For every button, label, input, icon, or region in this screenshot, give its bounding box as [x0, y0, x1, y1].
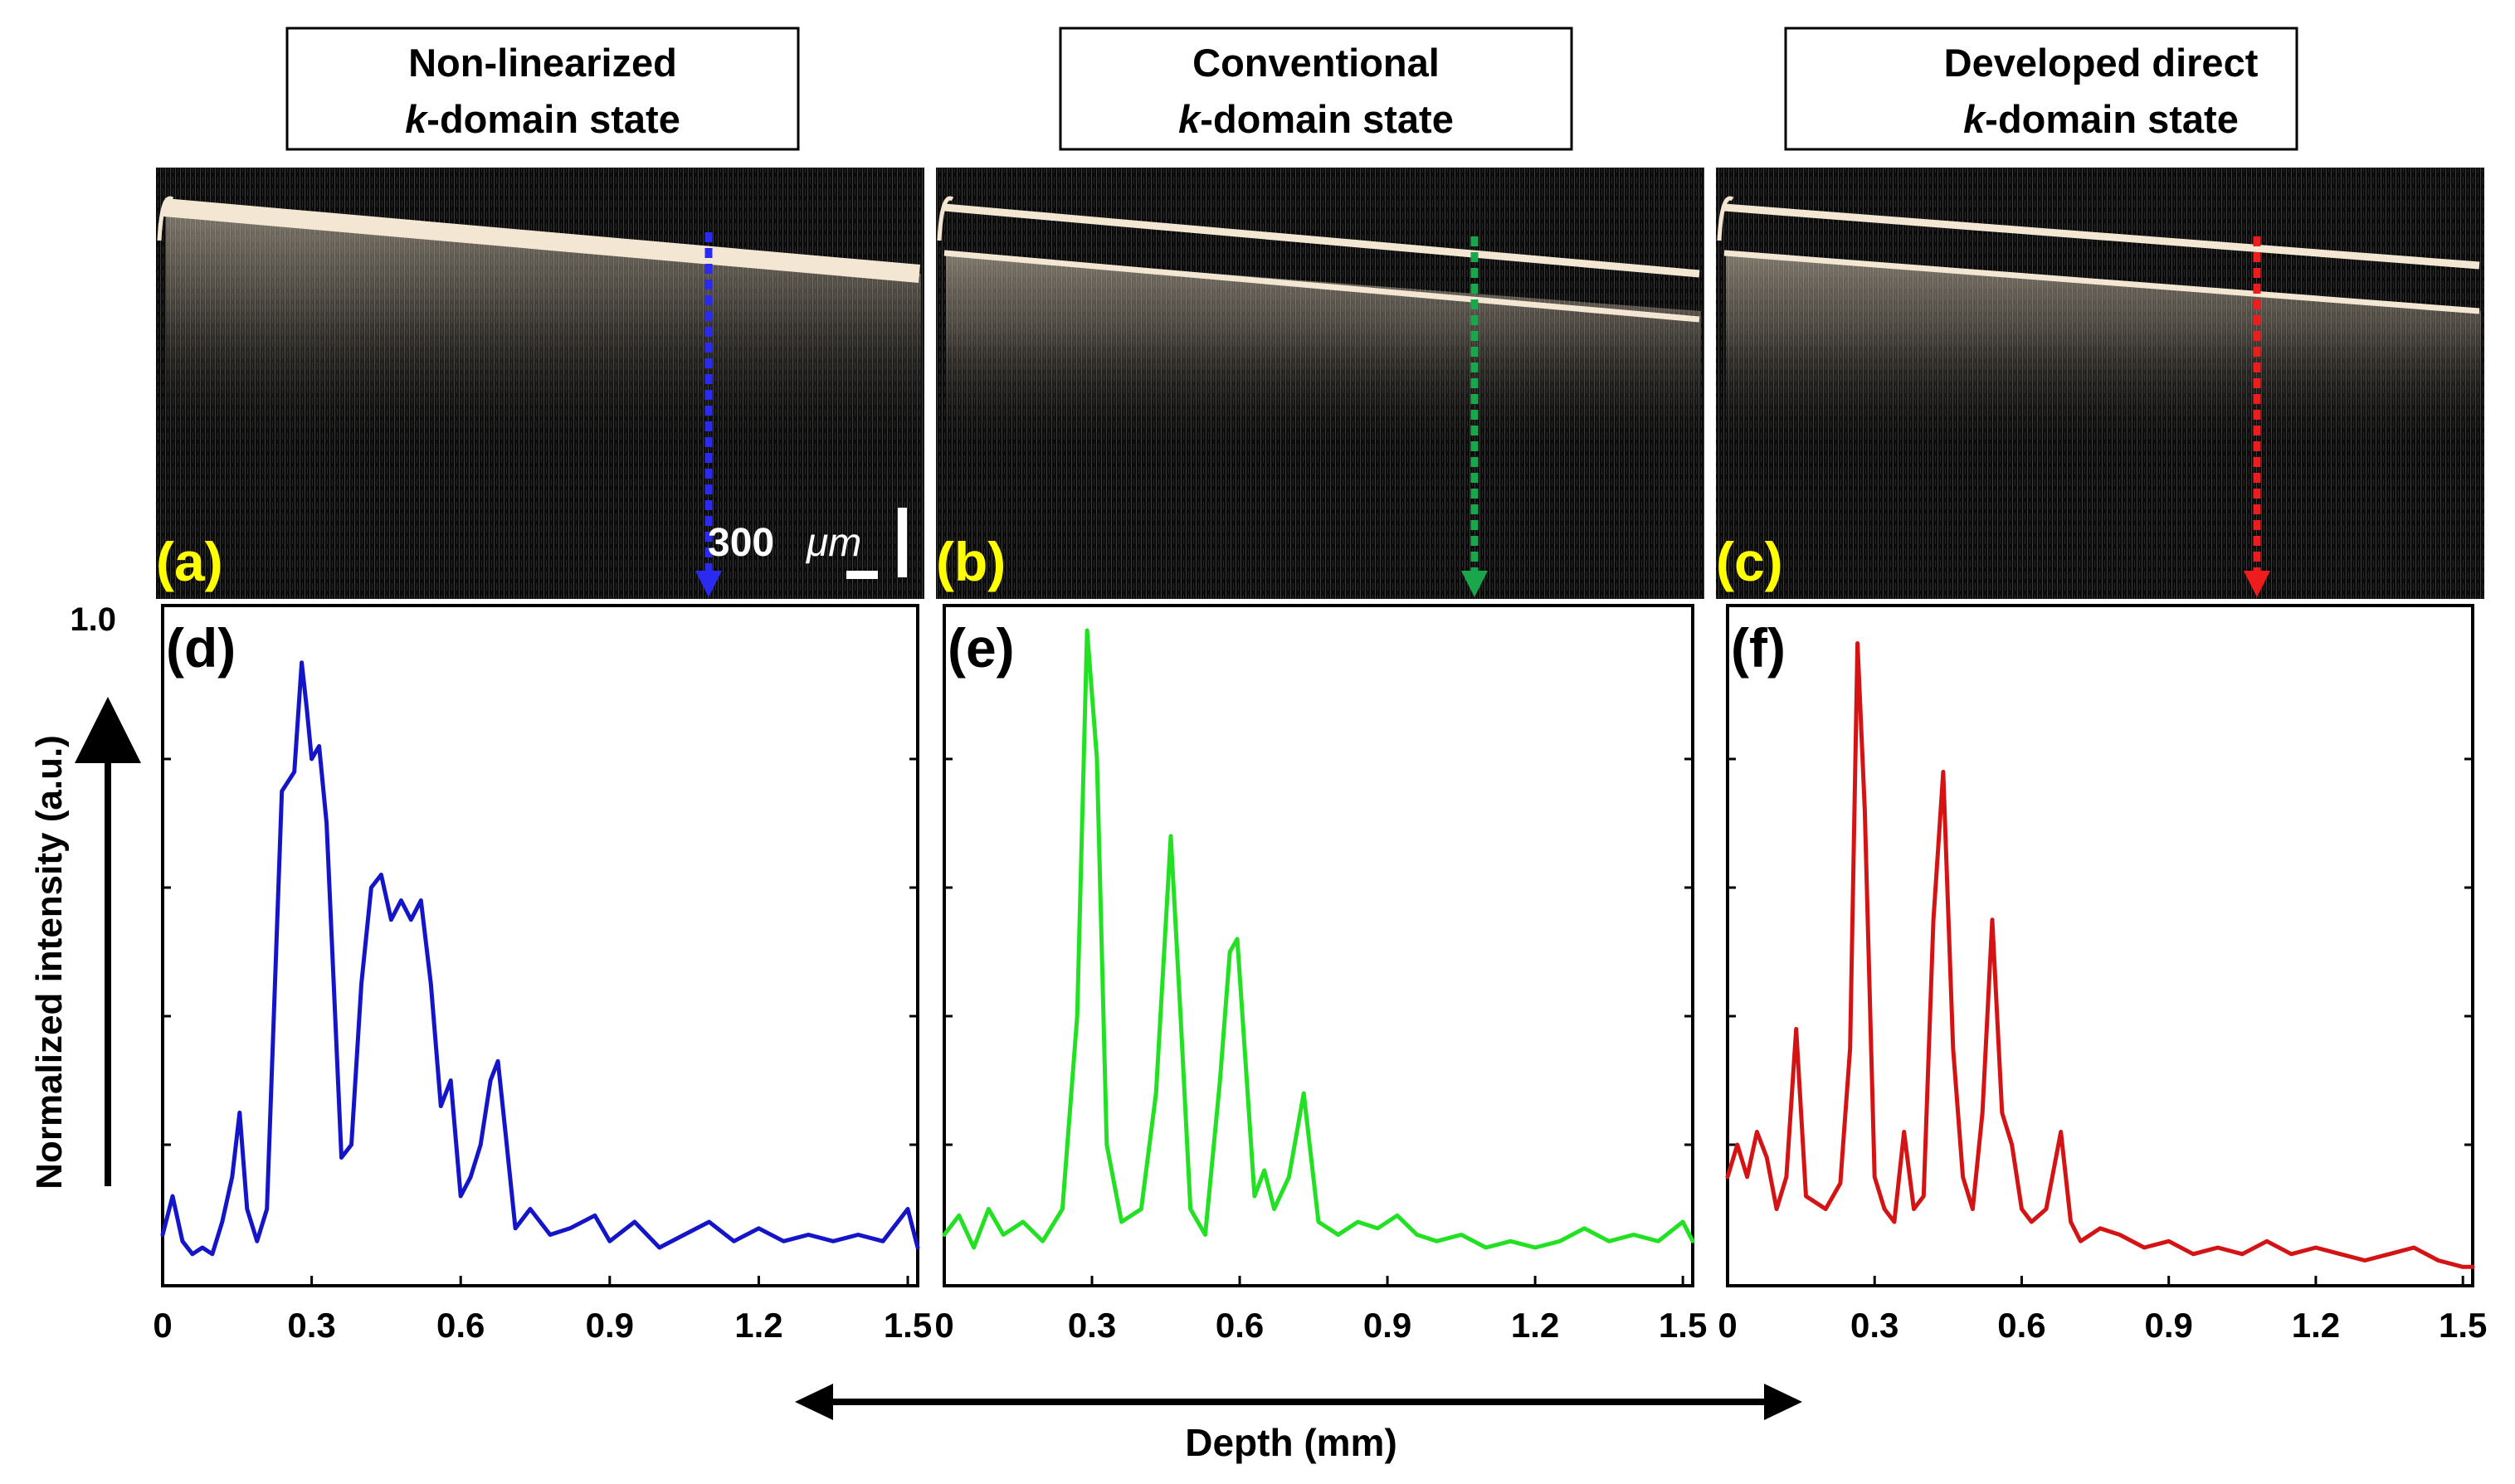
x-tick-label: 1.2: [734, 1306, 782, 1345]
x-tick-label: 0.6: [436, 1306, 485, 1345]
x-axis-arrowhead-right: [1764, 1384, 1802, 1420]
title-c-rest: -domain state: [1985, 97, 2239, 141]
title-a-k: k: [405, 97, 429, 141]
panel-label-f: (f): [1731, 617, 1786, 679]
title-b-k: k: [1178, 97, 1202, 141]
title-a-line1: Non-linearized: [408, 41, 677, 85]
svg-text:k-domain state: k-domain state: [405, 97, 680, 141]
scale-bar: 300 μm: [708, 508, 907, 579]
plot-d: 0 0.3 0.6 0.9 1.2 1.5: [153, 660, 932, 1345]
x-tick-label: 0.9: [2145, 1306, 2193, 1345]
x-tick-label: 0: [934, 1306, 953, 1345]
panel-label-c: (c): [1716, 531, 1783, 592]
x-tick-label: 1.5: [884, 1306, 932, 1345]
x-tick-label: 1.5: [2439, 1306, 2487, 1345]
x-tick-label: 1.2: [1511, 1306, 1559, 1345]
scan-arrowhead-b: [1461, 571, 1488, 597]
plot-frame-e: [943, 604, 1694, 1287]
oct-image-c: (c): [1716, 168, 2484, 599]
title-a-rest: -domain state: [426, 97, 680, 141]
svg-text:k-domain state: k-domain state: [1178, 97, 1454, 141]
scale-bar-horizontal: [846, 571, 878, 579]
scan-arrowhead-c: [2244, 571, 2270, 597]
panel-label-e: (e): [948, 617, 1015, 679]
x-tick-label: 1.5: [1659, 1306, 1707, 1345]
scale-bar-vertical: [898, 508, 907, 577]
intensity-profile-line: [942, 628, 1695, 1250]
x-axis-arrowhead-left: [795, 1384, 833, 1420]
x-tick-label: 0.9: [1363, 1306, 1411, 1345]
x-tick-label: 0.3: [1068, 1306, 1116, 1345]
panel-label-a: (a): [156, 531, 223, 592]
x-tick-label: 1.2: [2292, 1306, 2340, 1345]
panel-label-b: (b): [936, 531, 1006, 592]
scale-bar-value: 300: [708, 521, 774, 565]
x-tick-label: 0: [1718, 1306, 1737, 1345]
x-tick-label: 0.6: [1997, 1306, 2045, 1345]
oct-image-a: (a) 300 μm: [156, 168, 924, 599]
panel-label-d: (d): [166, 617, 236, 679]
x-axis-label: Depth (mm): [1185, 1421, 1397, 1464]
x-tick-label: 0.6: [1216, 1306, 1264, 1345]
title-c-line1: Developed direct: [1944, 41, 2259, 85]
intensity-profile-line: [1725, 641, 2475, 1269]
scale-bar-unit: μm: [805, 521, 861, 565]
y-axis-label: Normalized intensity (a.u.): [29, 735, 70, 1190]
x-tick-label: 0.3: [1850, 1306, 1898, 1345]
svg-text:k-domain state: k-domain state: [1963, 97, 2239, 141]
panel-title-a: Non-linearized k-domain state: [285, 27, 800, 151]
title-c-k: k: [1963, 97, 1987, 141]
panel-title-c: Developed direct k-domain state: [1784, 27, 2298, 151]
x-tick-label: 0: [153, 1306, 172, 1345]
x-tick-label: 0.9: [586, 1306, 634, 1345]
plot-f: 0 0.3 0.6 0.9 1.2 1.5: [1718, 641, 2487, 1345]
plot-frame-d: [161, 604, 919, 1287]
intensity-profile-line: [160, 660, 920, 1257]
panel-title-b: Conventional k-domain state: [1059, 27, 1573, 151]
title-b-rest: -domain state: [1200, 97, 1454, 141]
y-axis-max-label: 1.0: [70, 601, 116, 638]
x-tick-label: 0.3: [287, 1306, 335, 1345]
title-b-line1: Conventional: [1192, 41, 1440, 85]
plot-e: 0 0.3 0.6 0.9 1.2 1.5: [934, 628, 1707, 1345]
scan-arrowhead-a: [695, 571, 722, 597]
oct-image-b: (b): [936, 168, 1704, 599]
